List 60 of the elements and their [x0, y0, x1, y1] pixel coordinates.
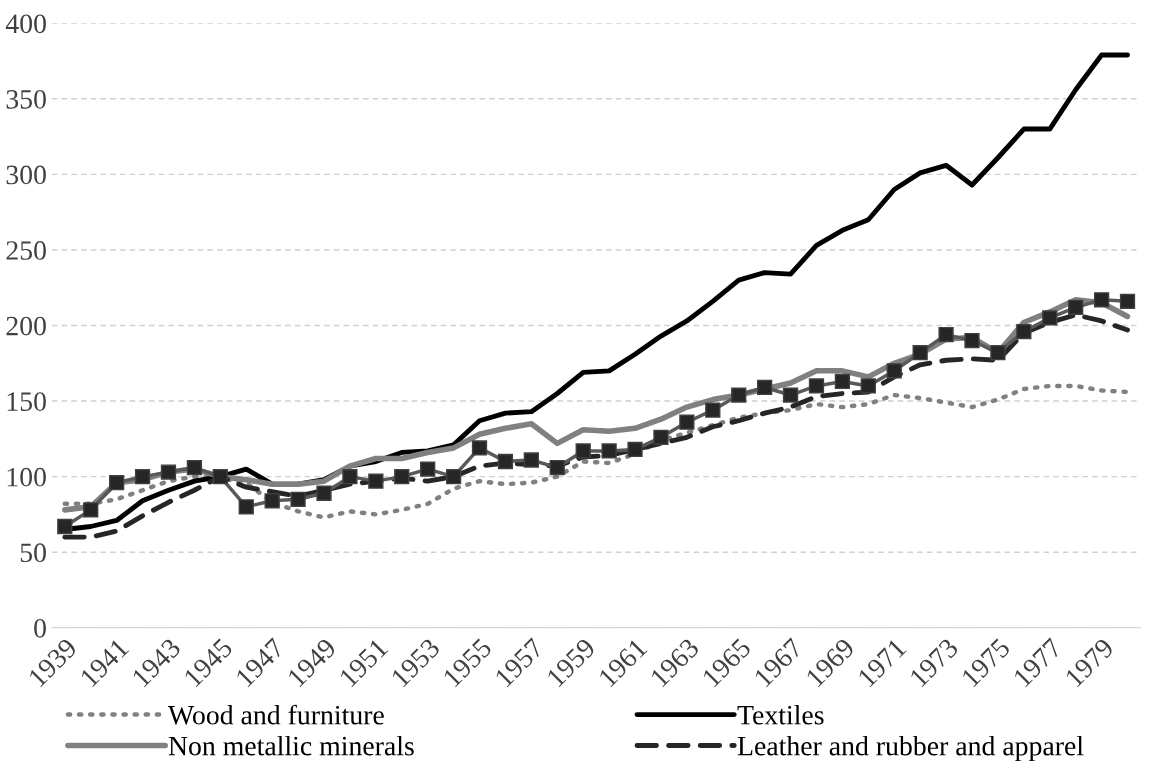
point [368, 473, 384, 489]
point [420, 461, 436, 477]
x-tick-label: 1971 [857, 637, 907, 688]
y-tick-label: 400 [5, 14, 46, 34]
x-tick-label: 1941 [79, 637, 130, 688]
point [134, 468, 151, 485]
point [394, 468, 410, 485]
point [83, 502, 99, 518]
x-tick-label: 1939 [27, 637, 78, 688]
y-tick-label: 50 [20, 543, 46, 563]
point [1016, 323, 1032, 340]
point [705, 402, 721, 418]
y-tick-label: 0 [34, 618, 46, 638]
point [601, 443, 617, 459]
legend-label: Non metallic minerals [168, 735, 414, 756]
x-tick-label: 1959 [546, 637, 597, 688]
point [290, 491, 306, 507]
point [834, 373, 851, 390]
point [886, 363, 902, 379]
point [757, 379, 773, 396]
point [523, 452, 539, 468]
point [860, 378, 876, 394]
point [1093, 292, 1110, 308]
x-tick-label: 1949 [287, 637, 338, 688]
point [653, 429, 669, 445]
point [964, 332, 980, 349]
y-tick-label: 250 [6, 241, 46, 260]
point [57, 518, 73, 535]
point [238, 499, 254, 515]
x-tick-label: 1951 [338, 637, 389, 688]
point [808, 378, 825, 394]
y-tick-label: 350 [6, 89, 46, 109]
point [782, 387, 799, 403]
y-tick-label: 150 [7, 392, 46, 411]
point [912, 345, 928, 361]
point [1042, 310, 1058, 326]
point [342, 468, 358, 485]
point [264, 493, 280, 509]
point [316, 485, 332, 501]
point [497, 453, 514, 470]
point [471, 440, 488, 456]
x-tick-label: 1979 [1064, 637, 1115, 688]
y-tick-label: 200 [6, 316, 46, 336]
legend-label: Textiles [737, 705, 824, 725]
x-tick-label: 1969 [805, 637, 856, 688]
point [575, 443, 591, 459]
point [212, 468, 228, 485]
point [186, 459, 203, 476]
point [445, 468, 462, 485]
point [549, 459, 565, 476]
x-tick-label: 1961 [598, 637, 648, 688]
point [1119, 293, 1136, 309]
point [938, 326, 954, 343]
legend-label: Wood and furniture [167, 704, 384, 725]
point [627, 441, 643, 458]
point [679, 414, 695, 430]
point [1068, 299, 1084, 316]
y-tick-label: 300 [6, 165, 46, 185]
legend-label: Leather and rubber and apparel [737, 735, 1084, 762]
y-tick-label: 100 [7, 467, 46, 487]
